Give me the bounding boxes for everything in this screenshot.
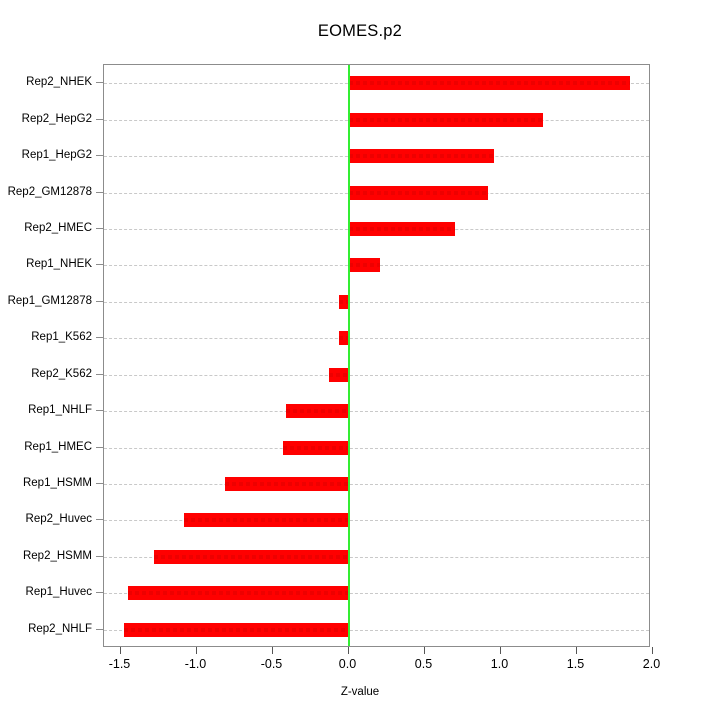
y-axis-tick [96, 446, 103, 448]
y-axis-tick [96, 483, 103, 485]
bar-hatch [348, 81, 630, 86]
y-axis-tick [96, 628, 103, 630]
gridline [104, 593, 649, 595]
plot-area [104, 65, 649, 646]
y-axis-tick-label: Rep1_GM12878 [7, 294, 92, 307]
gridline [104, 447, 649, 449]
y-axis-tick [96, 519, 103, 521]
y-axis-tick [96, 264, 103, 266]
x-axis-tick-label: 0.0 [338, 657, 357, 671]
gridline [104, 411, 649, 413]
bar[interactable] [348, 76, 630, 91]
gridline [104, 338, 649, 340]
bar-hatch [339, 299, 349, 304]
x-axis-tick [119, 647, 121, 654]
y-axis-tick-label: Rep2_GM12878 [7, 185, 92, 198]
bar-hatch [348, 190, 489, 195]
gridline [104, 520, 649, 522]
bar[interactable] [225, 477, 349, 492]
y-axis-tick-label: Rep2_HSMM [22, 549, 92, 562]
bar-hatch [348, 117, 544, 122]
y-axis-tick [96, 118, 103, 120]
bar[interactable] [184, 513, 349, 528]
x-axis-tick-label: 0.5 [414, 657, 433, 671]
y-axis-tick-label: Rep2_NHEK [26, 76, 92, 89]
bar-hatch [348, 226, 455, 231]
x-axis-tick [347, 647, 349, 654]
bar[interactable] [283, 440, 349, 455]
gridline [104, 484, 649, 486]
x-axis-tick-label: -1.5 [108, 657, 131, 671]
y-axis-tick [96, 410, 103, 412]
x-axis-tick [575, 647, 577, 654]
plot-frame [103, 64, 650, 647]
gridline [104, 629, 649, 631]
y-axis-tick-label: Rep2_K562 [31, 367, 92, 380]
y-axis-tick-label: Rep1_HepG2 [21, 149, 92, 162]
y-axis-tick-label: Rep1_Huvec [25, 586, 92, 599]
y-axis-tick [96, 300, 103, 302]
y-axis-tick-label: Rep2_Huvec [25, 513, 92, 526]
bar[interactable] [348, 112, 544, 127]
bar[interactable] [123, 622, 349, 637]
bar[interactable] [328, 367, 349, 382]
y-axis-tick [96, 191, 103, 193]
bar-hatch [128, 591, 349, 596]
y-axis-tick [96, 555, 103, 557]
y-axis-tick-label: Rep1_NHEK [26, 258, 92, 271]
x-axis-tick [651, 647, 653, 654]
x-axis-tick-label: -1.0 [184, 657, 207, 671]
bar-hatch [283, 445, 349, 450]
gridline [104, 556, 649, 558]
y-axis-tick [96, 82, 103, 84]
y-axis-labels: Rep2_NHEK Rep2_HepG2 Rep1_HepG2 Rep2_GM1287… [0, 0, 103, 720]
x-axis-label: Z-value [340, 686, 380, 698]
bar-hatch [348, 263, 381, 268]
x-axis-tick [271, 647, 273, 654]
bar-hatch [348, 154, 495, 159]
y-axis-tick-label: Rep2_HMEC [24, 221, 92, 234]
bar-hatch [153, 554, 349, 559]
bar[interactable] [348, 221, 455, 236]
x-axis-tick [195, 647, 197, 654]
x-axis-tick-label: 2.0 [642, 657, 661, 671]
y-axis-tick [96, 155, 103, 157]
y-axis-tick-label: Rep1_NHLF [28, 404, 92, 417]
bar-hatch [328, 372, 349, 377]
zero-reference-line [347, 65, 350, 646]
bar[interactable] [348, 185, 489, 200]
bar-hatch [123, 627, 349, 632]
bar[interactable] [153, 549, 349, 564]
bar[interactable] [339, 294, 349, 309]
x-axis-tick [423, 647, 425, 654]
y-axis-tick-label: Rep1_K562 [31, 331, 92, 344]
gridline [104, 301, 649, 303]
bar-hatch [339, 336, 349, 341]
y-axis-tick [96, 227, 103, 229]
x-axis-tick [499, 647, 501, 654]
y-axis-tick-label: Rep2_NHLF [28, 622, 92, 635]
y-axis-tick [96, 592, 103, 594]
chart-title: EOMES.p2 [317, 22, 403, 40]
y-axis-tick-label: Rep1_HMEC [24, 440, 92, 453]
bar[interactable] [348, 258, 381, 273]
bar[interactable] [348, 149, 495, 164]
bar[interactable] [128, 586, 349, 601]
bar[interactable] [286, 404, 349, 419]
bar-hatch [184, 518, 349, 523]
gridline [104, 374, 649, 376]
x-axis-tick-label: 1.0 [490, 657, 509, 671]
bar[interactable] [339, 331, 349, 346]
y-axis-tick-label: Rep1_HSMM [22, 477, 92, 490]
bar-hatch [286, 409, 349, 414]
y-axis-tick-label: Rep2_HepG2 [21, 112, 92, 125]
x-axis-tick-label: 1.5 [566, 657, 585, 671]
bar-hatch [225, 482, 349, 487]
y-axis-tick [96, 337, 103, 339]
y-axis-tick [96, 373, 103, 375]
x-axis-tick-label: -0.5 [260, 657, 283, 671]
